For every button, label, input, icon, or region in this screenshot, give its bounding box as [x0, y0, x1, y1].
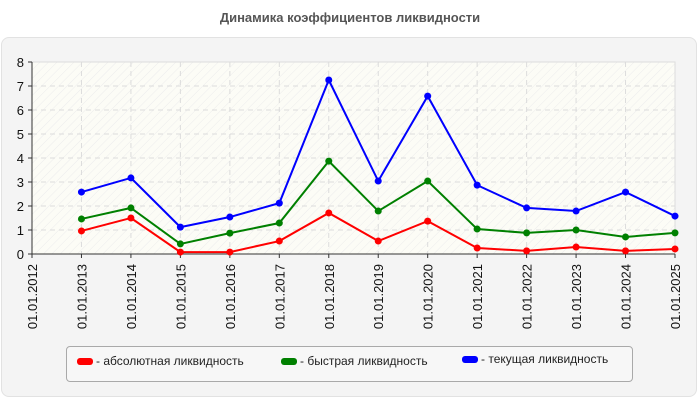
data-point	[572, 226, 580, 234]
x-tick-label: 01.01.2016	[223, 264, 238, 329]
data-point	[176, 248, 184, 256]
data-point	[671, 212, 679, 220]
data-point	[473, 244, 481, 252]
data-point	[622, 247, 630, 255]
y-tick-label: 3	[17, 175, 24, 190]
data-point	[226, 213, 234, 221]
data-point	[77, 227, 85, 235]
y-tick-label: 1	[17, 223, 24, 238]
y-tick-label: 8	[17, 55, 24, 70]
y-tick-label: 5	[17, 127, 24, 142]
x-tick-label: 01.01.2018	[322, 264, 337, 329]
data-point	[473, 225, 481, 233]
data-point	[671, 229, 679, 237]
data-point	[622, 233, 630, 241]
x-tick-label: 01.01.2013	[74, 264, 89, 329]
data-point	[325, 157, 333, 165]
data-point	[374, 237, 382, 245]
plot-area	[31, 61, 676, 255]
x-tick-label: 01.01.2017	[272, 264, 287, 329]
data-point	[374, 207, 382, 215]
data-point	[572, 207, 580, 215]
data-point	[325, 76, 333, 84]
y-tick-label: 2	[17, 199, 24, 214]
data-point	[671, 245, 679, 253]
data-point	[523, 204, 531, 212]
chart-legend: - абсолютная ликвидность - быстрая ликви…	[66, 346, 633, 382]
x-tick-label: 01.01.2022	[520, 264, 535, 329]
data-point	[325, 209, 333, 217]
x-tick-label: 01.01.2023	[569, 264, 584, 329]
y-tick-label: 7	[17, 79, 24, 94]
blue-swatch-icon	[462, 355, 478, 363]
x-tick-label: 01.01.2024	[619, 264, 634, 329]
data-point	[275, 199, 283, 207]
data-point	[275, 219, 283, 227]
data-point	[226, 229, 234, 237]
data-point	[424, 217, 432, 225]
data-point	[127, 214, 135, 222]
chart-title: Динамика коэффициентов ликвидности	[219, 10, 481, 25]
data-point	[424, 177, 432, 185]
legend-item-quick: - быстрая ликвидность	[281, 354, 428, 368]
data-point	[176, 240, 184, 248]
x-tick-label: 01.01.2025	[668, 264, 683, 329]
x-tick-label: 01.01.2015	[173, 264, 188, 329]
x-tick-label: 01.01.2014	[124, 264, 139, 329]
data-point	[523, 247, 531, 255]
data-point	[275, 237, 283, 245]
data-point	[176, 223, 184, 231]
legend-item-current: - текущая ликвидность	[462, 352, 608, 366]
data-point	[226, 248, 234, 256]
data-point	[424, 92, 432, 100]
data-point	[622, 188, 630, 196]
y-tick-label: 6	[17, 103, 24, 118]
legend-item-absolute: - абсолютная ликвидность	[77, 354, 244, 368]
data-point	[127, 174, 135, 182]
x-tick-label: 01.01.2019	[371, 264, 386, 329]
data-point	[572, 243, 580, 251]
data-point	[77, 188, 85, 196]
data-point	[473, 181, 481, 189]
red-swatch-icon	[77, 357, 93, 365]
data-point	[127, 204, 135, 212]
data-point	[523, 229, 531, 237]
y-tick-label: 4	[17, 151, 24, 166]
green-swatch-icon	[281, 357, 297, 365]
data-point	[374, 177, 382, 185]
x-tick-label: 01.01.2012	[25, 264, 40, 329]
y-tick-label: 0	[17, 247, 24, 262]
x-tick-label: 01.01.2020	[421, 264, 436, 329]
data-point	[77, 215, 85, 223]
x-tick-label: 01.01.2021	[470, 264, 485, 329]
